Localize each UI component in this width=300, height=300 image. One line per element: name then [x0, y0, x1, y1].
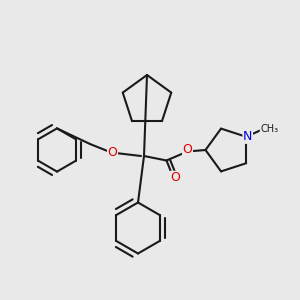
Text: CH₃: CH₃ — [260, 124, 278, 134]
Text: N: N — [243, 130, 252, 143]
Text: O: O — [170, 171, 180, 184]
Text: O: O — [183, 142, 192, 156]
Text: O: O — [108, 146, 117, 160]
